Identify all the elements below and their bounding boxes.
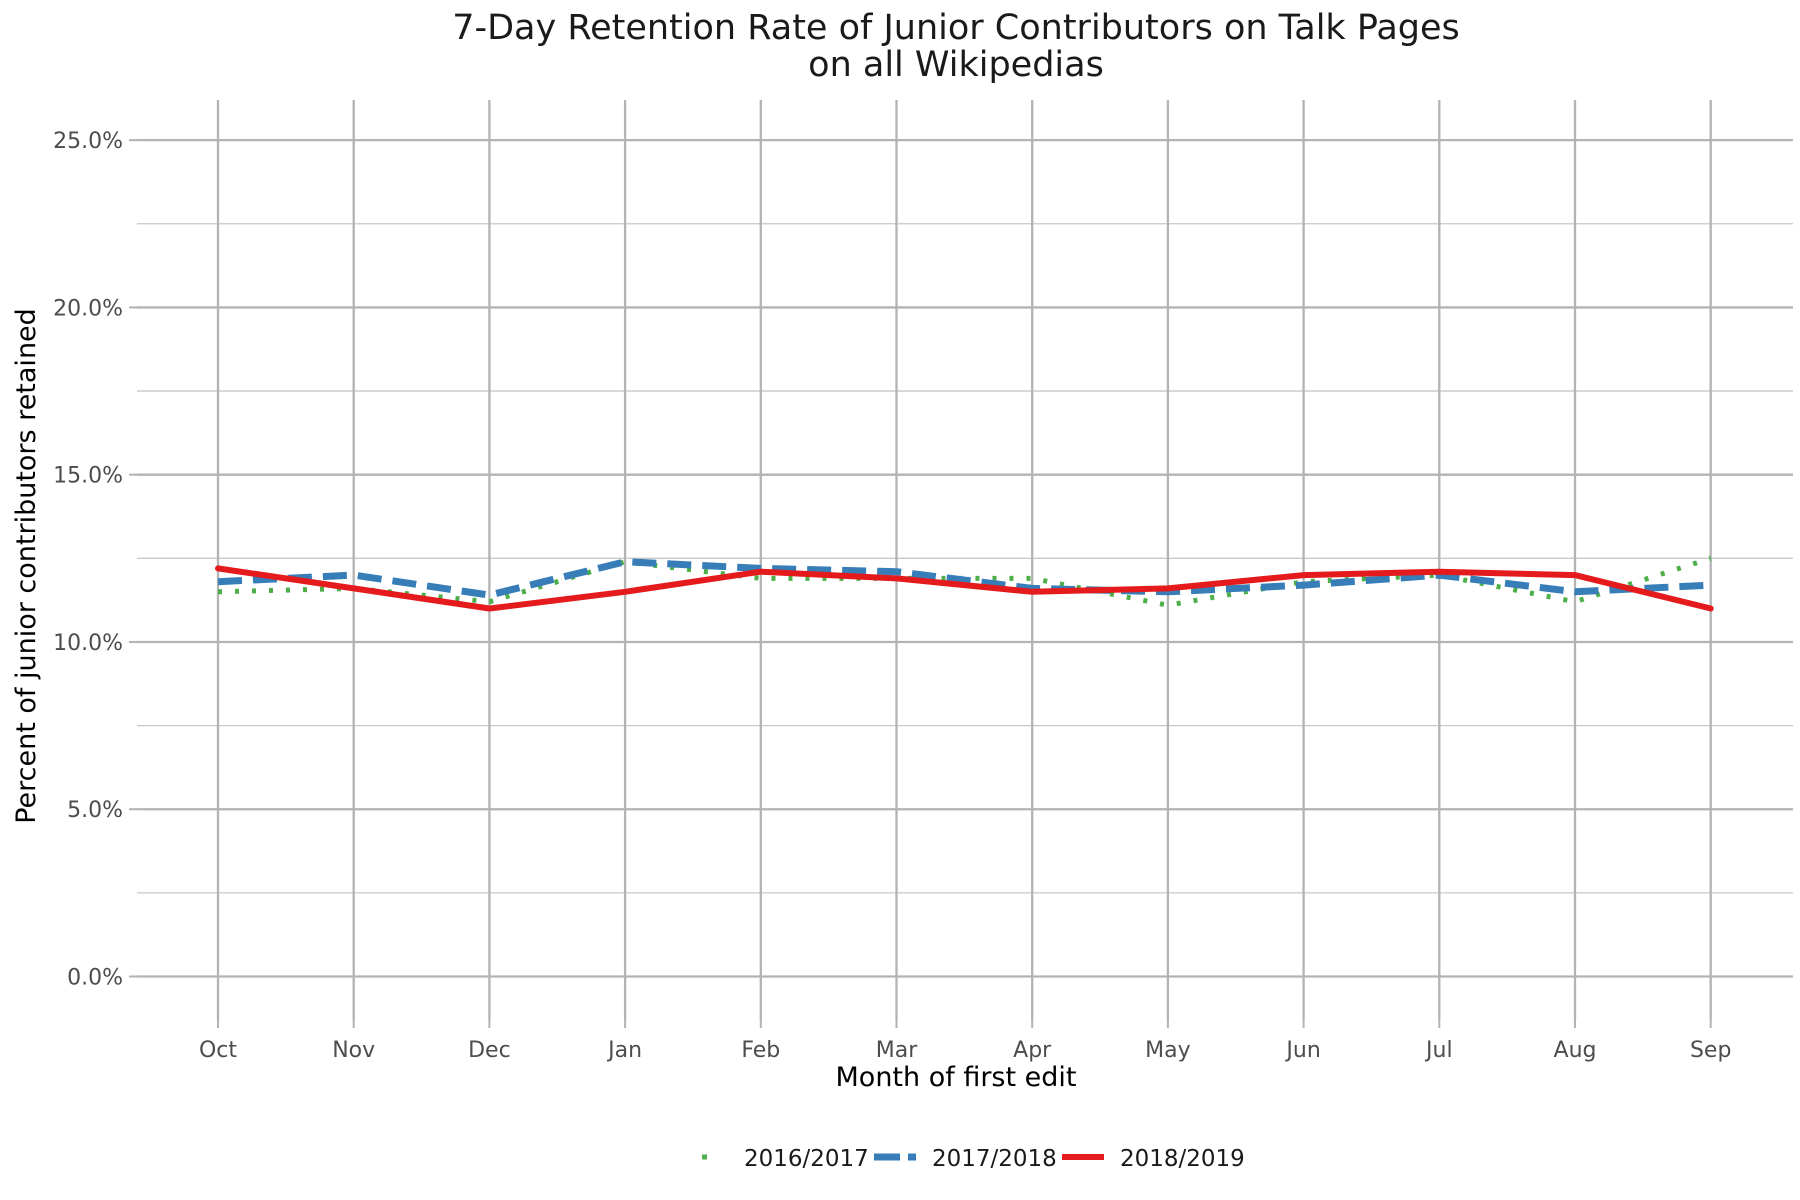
legend-label: 2018/2019 — [1120, 1146, 1245, 1172]
x-tick-label: Jul — [1424, 1038, 1453, 1063]
x-tick-label: Jan — [606, 1038, 642, 1063]
series-line-2017-2018 — [217, 558, 1711, 599]
y-tick-label: 25.0% — [53, 129, 123, 154]
x-tick-label: Nov — [332, 1038, 375, 1063]
series-line-2018-2019 — [215, 565, 1714, 612]
y-tick-label: 20.0% — [53, 296, 123, 321]
chart-subtitle: on all Wikipedias — [808, 45, 1104, 85]
legend: 2016/2017 2017/2018 2018/2019 — [702, 1146, 1245, 1172]
y-tick-label: 0.0% — [67, 966, 123, 991]
x-tick-label: Dec — [468, 1038, 511, 1063]
x-tick-label: Oct — [199, 1038, 237, 1063]
x-tick-label: Feb — [741, 1038, 780, 1063]
x-axis-title: Month of first edit — [836, 1062, 1077, 1093]
y-tick-label: 5.0% — [67, 798, 123, 823]
x-tick-label: May — [1145, 1038, 1190, 1063]
x-tick-label: Sep — [1690, 1038, 1731, 1063]
x-tick-label: Aug — [1554, 1038, 1597, 1063]
x-tick-label: Mar — [876, 1038, 918, 1063]
legend-label: 2016/2017 — [744, 1146, 869, 1172]
x-tick-label: Apr — [1013, 1038, 1052, 1063]
y-tick-label: 10.0% — [53, 631, 123, 656]
chart-title: 7-Day Retention Rate of Junior Contribut… — [452, 8, 1460, 48]
x-axis-ticks: Oct Nov Dec Jan Feb Mar Apr May Jun Jul Aug Sep — [199, 1020, 1731, 1063]
y-tick-label: 15.0% — [53, 464, 123, 489]
series-lines — [215, 555, 1714, 612]
grid — [137, 100, 1793, 1020]
y-axis-title: Percent of junior contributors retained — [11, 308, 42, 824]
legend-label: 2017/2018 — [932, 1146, 1057, 1172]
x-tick-label: Jun — [1284, 1038, 1320, 1063]
y-axis-ticks: 0.0% 5.0% 10.0% 15.0% 20.0% 25.0% — [53, 129, 137, 991]
